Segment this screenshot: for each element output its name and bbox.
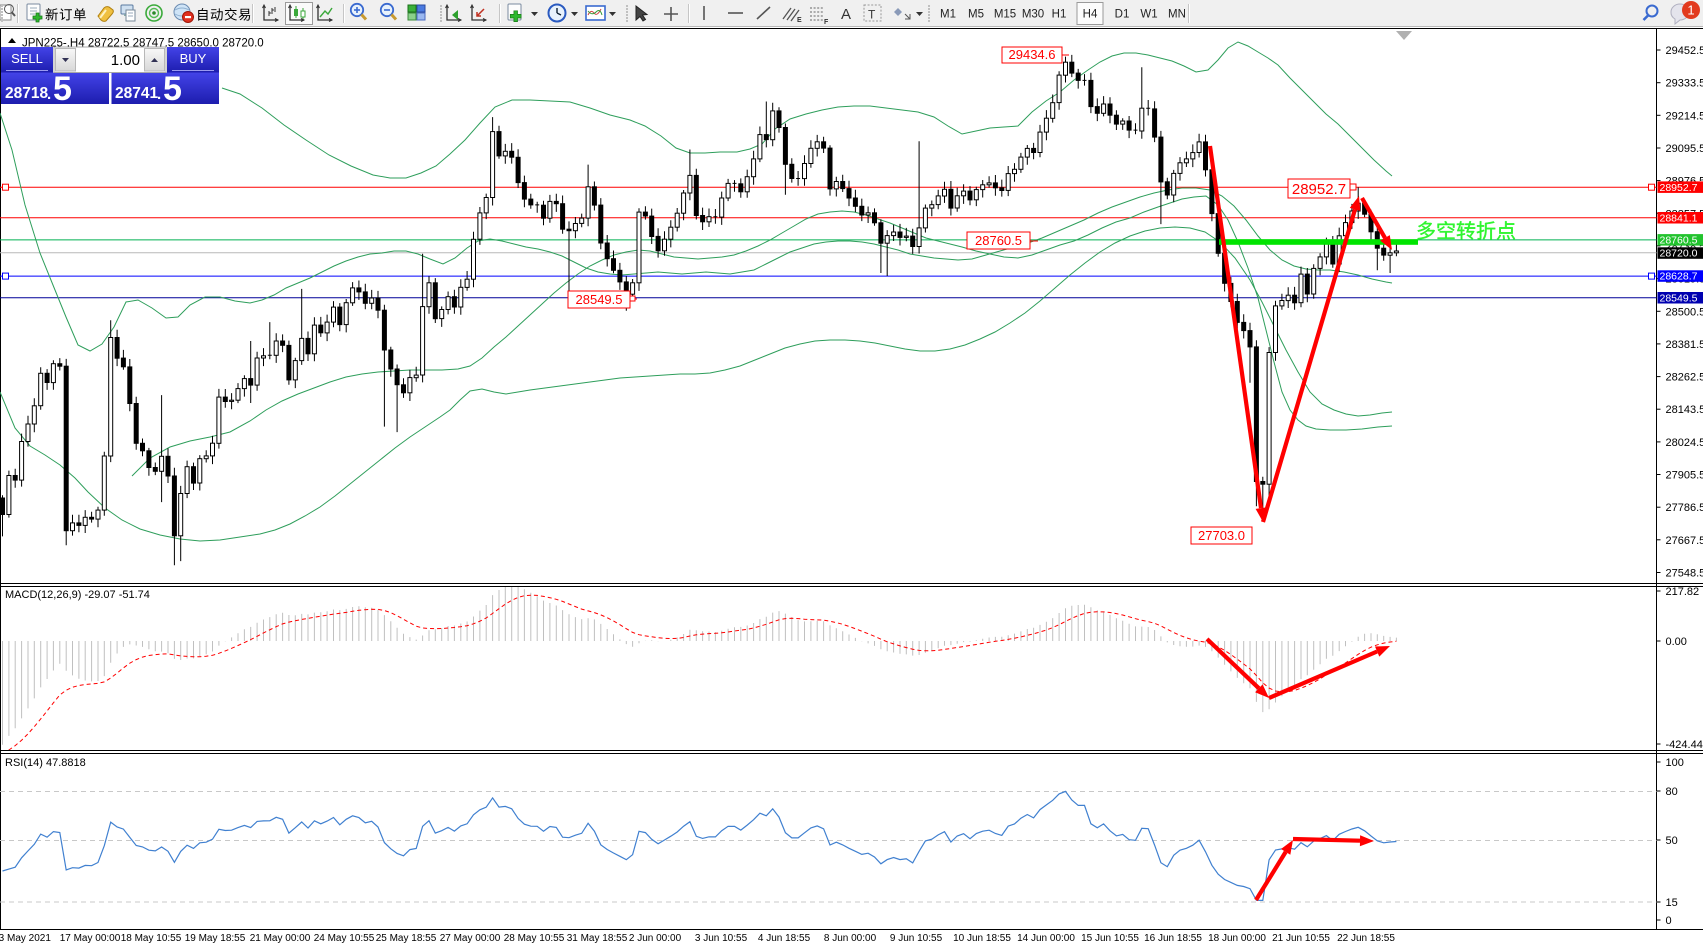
svg-text:27905.5: 27905.5: [1666, 470, 1703, 482]
svg-text:M5: M5: [968, 9, 984, 21]
svg-text:80: 80: [1666, 786, 1678, 798]
svg-text:E: E: [797, 17, 802, 24]
svg-text:0.00: 0.00: [1666, 636, 1687, 648]
svg-text:H1: H1: [1052, 9, 1067, 21]
svg-text:31 May 18:55: 31 May 18:55: [567, 933, 628, 944]
svg-text:28262.5: 28262.5: [1666, 372, 1703, 384]
svg-text:T: T: [868, 8, 876, 22]
svg-text:9 Jun 10:55: 9 Jun 10:55: [890, 933, 943, 944]
svg-text:8 Jun 00:00: 8 Jun 00:00: [824, 933, 877, 944]
svg-text:217.82: 217.82: [1666, 586, 1700, 598]
svg-text:28720.0: 28720.0: [1660, 248, 1698, 260]
svg-text:18 May 10:55: 18 May 10:55: [121, 933, 182, 944]
svg-text:BUY: BUY: [180, 51, 207, 66]
svg-text:28628.7: 28628.7: [1660, 271, 1698, 283]
svg-text:25 May 18:55: 25 May 18:55: [376, 933, 437, 944]
svg-text:19 May 18:55: 19 May 18:55: [185, 933, 246, 944]
svg-text:28549.5: 28549.5: [1660, 292, 1698, 304]
svg-text:28143.5: 28143.5: [1666, 404, 1703, 416]
svg-text:M15: M15: [994, 9, 1016, 21]
svg-text:RSI(14) 47.8818: RSI(14) 47.8818: [5, 757, 86, 769]
svg-text:27 May 00:00: 27 May 00:00: [440, 933, 501, 944]
svg-text:15: 15: [1666, 897, 1678, 909]
svg-text:4 Jun 18:55: 4 Jun 18:55: [758, 933, 811, 944]
svg-text:A: A: [841, 6, 851, 23]
svg-text:27667.5: 27667.5: [1666, 535, 1703, 547]
svg-text:H4: H4: [1083, 9, 1098, 21]
svg-text:M1: M1: [940, 9, 956, 21]
svg-text:3 Jun 10:55: 3 Jun 10:55: [695, 933, 748, 944]
svg-text:D1: D1: [1115, 9, 1130, 21]
svg-text:M30: M30: [1022, 9, 1044, 21]
svg-text:F: F: [824, 19, 829, 26]
svg-text:29434.6: 29434.6: [1009, 47, 1056, 62]
svg-text:.: .: [157, 86, 161, 103]
svg-text:15 Jun 10:55: 15 Jun 10:55: [1081, 933, 1139, 944]
svg-text:5: 5: [163, 70, 182, 108]
svg-text:28841.1: 28841.1: [1660, 212, 1698, 224]
svg-text:-424.44: -424.44: [1666, 739, 1703, 751]
svg-text:50: 50: [1666, 835, 1678, 847]
svg-text:10 Jun 18:55: 10 Jun 18:55: [953, 933, 1011, 944]
svg-text:28500.5: 28500.5: [1666, 306, 1703, 318]
svg-text:28952.7: 28952.7: [1660, 182, 1698, 194]
svg-text:28718: 28718: [5, 85, 48, 102]
svg-text:29095.5: 29095.5: [1666, 143, 1703, 155]
svg-text:27548.5: 27548.5: [1666, 568, 1703, 580]
svg-text:MN: MN: [1168, 9, 1186, 21]
svg-text:21 Jun 10:55: 21 Jun 10:55: [1272, 933, 1330, 944]
svg-text:28024.5: 28024.5: [1666, 437, 1703, 449]
svg-text:29333.5: 29333.5: [1666, 78, 1703, 90]
svg-text:29214.5: 29214.5: [1666, 110, 1703, 122]
svg-text:28741: 28741: [115, 85, 158, 102]
svg-text:22 Jun 18:55: 22 Jun 18:55: [1337, 933, 1395, 944]
svg-text:18 Jun 00:00: 18 Jun 00:00: [1208, 933, 1266, 944]
svg-text:28549.5: 28549.5: [576, 292, 623, 307]
svg-text:100: 100: [1666, 757, 1684, 769]
svg-text:24 May 10:55: 24 May 10:55: [314, 933, 375, 944]
svg-text:14 Jun 00:00: 14 Jun 00:00: [1017, 933, 1075, 944]
svg-text:SELL: SELL: [11, 51, 43, 66]
svg-text:28760.5: 28760.5: [975, 233, 1022, 248]
svg-text:28760.5: 28760.5: [1660, 235, 1698, 247]
svg-text:1.00: 1.00: [111, 52, 140, 69]
svg-text:13 May 2021: 13 May 2021: [0, 933, 51, 944]
svg-text:MACD(12,26,9) -29.07 -51.74: MACD(12,26,9) -29.07 -51.74: [5, 589, 150, 601]
svg-text:17 May 00:00: 17 May 00:00: [60, 933, 121, 944]
svg-text:0: 0: [1666, 915, 1672, 927]
svg-text:1: 1: [1687, 3, 1694, 18]
svg-text:29452.5: 29452.5: [1666, 45, 1703, 57]
svg-text:.: .: [47, 86, 51, 103]
svg-text:W1: W1: [1140, 9, 1157, 21]
svg-text:28381.5: 28381.5: [1666, 339, 1703, 351]
svg-text:28 May 10:55: 28 May 10:55: [504, 933, 565, 944]
svg-text:21 May 00:00: 21 May 00:00: [250, 933, 311, 944]
svg-text:16 Jun 18:55: 16 Jun 18:55: [1144, 933, 1202, 944]
svg-text:28952.7: 28952.7: [1292, 181, 1346, 198]
svg-text:27786.5: 27786.5: [1666, 502, 1703, 514]
svg-text:2 Jun 00:00: 2 Jun 00:00: [629, 933, 682, 944]
svg-text:5: 5: [53, 70, 72, 108]
svg-text:27703.0: 27703.0: [1198, 528, 1245, 543]
